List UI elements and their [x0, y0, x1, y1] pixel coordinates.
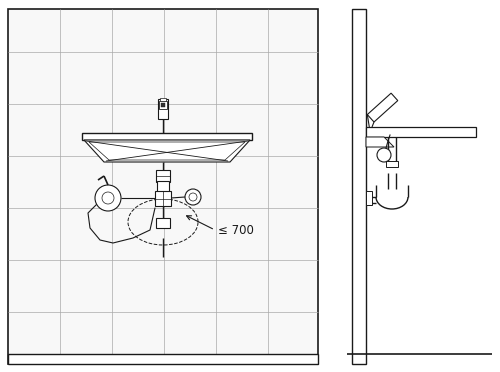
- Bar: [366, 191, 372, 205]
- Bar: [156, 170, 170, 182]
- Bar: [159, 101, 167, 109]
- Circle shape: [189, 193, 197, 201]
- Polygon shape: [366, 137, 394, 147]
- Bar: [82, 133, 252, 140]
- Bar: [160, 98, 166, 101]
- Bar: [158, 99, 168, 119]
- Bar: [8, 9, 318, 364]
- Circle shape: [95, 185, 121, 211]
- Circle shape: [377, 148, 391, 162]
- Polygon shape: [368, 93, 398, 122]
- Bar: [386, 161, 398, 167]
- Circle shape: [102, 192, 114, 204]
- Circle shape: [185, 189, 201, 205]
- Polygon shape: [84, 140, 250, 162]
- Bar: [156, 218, 170, 228]
- Bar: [157, 181, 169, 192]
- Bar: [8, 354, 318, 364]
- Bar: [352, 9, 366, 364]
- Bar: [155, 191, 171, 206]
- Bar: [366, 127, 476, 137]
- Polygon shape: [89, 142, 245, 160]
- Text: ≤ 700: ≤ 700: [218, 224, 254, 237]
- Bar: [161, 103, 165, 107]
